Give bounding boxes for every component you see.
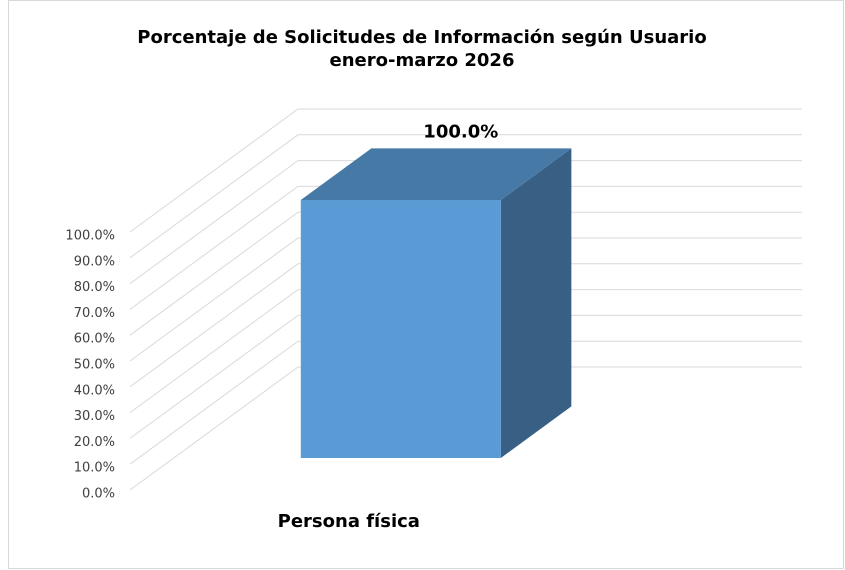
y-tick-label: 20.0% [74,435,115,450]
grid-line [129,366,802,491]
y-tick-label: 100.0% [65,229,115,244]
grid-line [129,314,802,439]
grid-line [129,263,802,388]
grid-line [129,134,802,259]
y-tick-label: 60.0% [74,332,115,347]
y-tick-label: 90.0% [74,254,115,269]
bar [300,200,501,459]
chart-title: Porcentaje de Solicitudes de Información… [137,27,706,48]
grid-line [129,108,802,233]
data-label: 100.0% [423,121,498,142]
grid-line [129,160,802,285]
grid-line [129,185,802,310]
y-tick-label: 80.0% [74,280,115,295]
y-tick-label: 40.0% [74,383,115,398]
y-tick-label: 30.0% [74,409,115,424]
grid-line [129,340,802,465]
chart-subtitle: enero-marzo 2026 [330,50,515,71]
y-tick-label: 70.0% [74,306,115,321]
bar-top [300,148,572,201]
y-tick-label: 10.0% [74,461,115,476]
grid-line [129,289,802,414]
y-tick-label: 0.0% [82,487,115,502]
grid-line [129,237,802,362]
bar-side [500,148,572,459]
x-tick-label: Persona física [278,511,420,532]
y-tick-label: 50.0% [74,358,115,373]
grid-line [129,211,802,336]
